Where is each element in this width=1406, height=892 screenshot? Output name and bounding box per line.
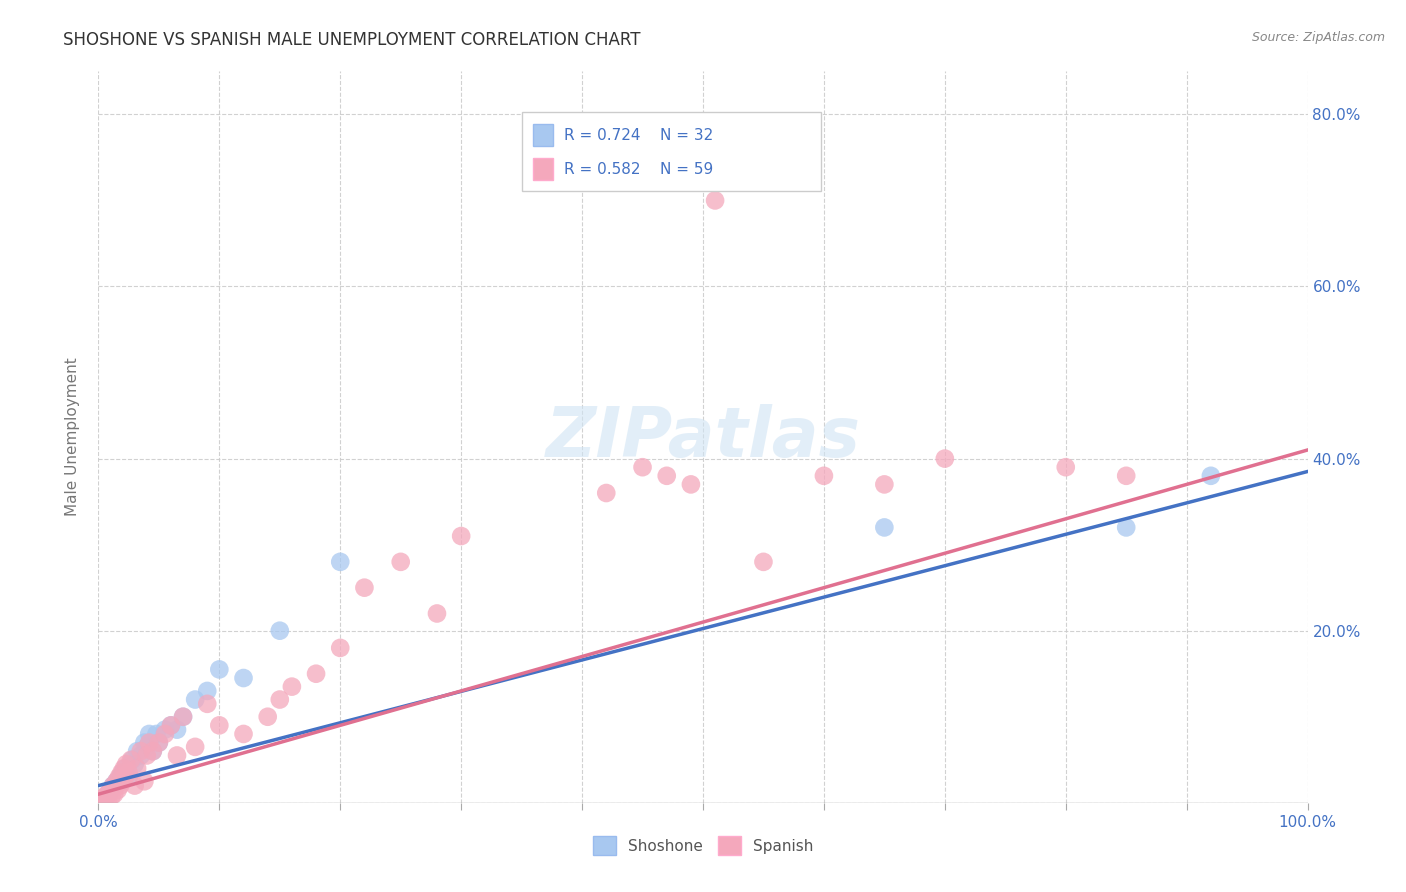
Point: [138, 735, 160, 749]
Point: [595, 486, 617, 500]
Point: [353, 581, 375, 595]
Point: [1199, 468, 1222, 483]
Point: [148, 735, 170, 749]
Y-axis label: Male Unemployment: Male Unemployment: [65, 358, 80, 516]
Point: [135, 739, 157, 754]
Point: [166, 723, 188, 737]
Point: [1115, 468, 1137, 483]
Point: [108, 770, 131, 784]
Point: [115, 757, 138, 772]
Point: [129, 748, 152, 763]
Point: [108, 770, 131, 784]
Point: [105, 774, 128, 789]
Point: [679, 477, 702, 491]
Point: [195, 684, 218, 698]
Point: [305, 666, 328, 681]
Point: [103, 787, 125, 801]
Text: R = 0.724    N = 32: R = 0.724 N = 32: [564, 128, 713, 143]
Point: [121, 753, 143, 767]
Point: [135, 748, 157, 763]
Point: [124, 757, 146, 772]
Point: [111, 774, 134, 789]
Point: [108, 779, 131, 793]
Point: [124, 779, 146, 793]
Point: [1054, 460, 1077, 475]
Point: [93, 791, 115, 805]
Text: SHOSHONE VS SPANISH MALE UNEMPLOYMENT CORRELATION CHART: SHOSHONE VS SPANISH MALE UNEMPLOYMENT CO…: [63, 31, 641, 49]
Point: [127, 761, 149, 775]
Point: [256, 710, 278, 724]
Point: [100, 783, 122, 797]
Point: [118, 770, 141, 784]
Point: [329, 640, 352, 655]
Point: [105, 774, 128, 789]
Point: [172, 710, 194, 724]
Point: [118, 765, 141, 780]
Point: [104, 780, 127, 795]
Point: [184, 692, 207, 706]
Point: [160, 718, 183, 732]
Point: [655, 468, 678, 483]
Point: [100, 789, 122, 803]
Point: [631, 460, 654, 475]
Point: [1115, 520, 1137, 534]
Point: [148, 735, 170, 749]
Point: [329, 555, 352, 569]
Point: [160, 718, 183, 732]
Point: [873, 520, 896, 534]
Point: [873, 477, 896, 491]
Point: [93, 790, 115, 805]
Point: [172, 710, 194, 724]
Point: [269, 692, 291, 706]
Point: [100, 783, 122, 797]
Point: [142, 744, 165, 758]
Point: [232, 727, 254, 741]
Point: [704, 194, 727, 208]
Point: [281, 680, 304, 694]
Point: [195, 697, 218, 711]
Legend: Shoshone, Spanish: Shoshone, Spanish: [586, 830, 820, 861]
Text: Source: ZipAtlas.com: Source: ZipAtlas.com: [1251, 31, 1385, 45]
Point: [114, 770, 136, 784]
Point: [450, 529, 472, 543]
Text: ZIPatlas: ZIPatlas: [546, 403, 860, 471]
Point: [101, 779, 124, 793]
Point: [98, 785, 121, 799]
Point: [96, 787, 118, 801]
Point: [166, 748, 188, 763]
Point: [97, 787, 120, 801]
Point: [94, 789, 117, 803]
Point: [138, 727, 160, 741]
Point: [107, 783, 129, 797]
Point: [269, 624, 291, 638]
Point: [934, 451, 956, 466]
Point: [120, 753, 142, 767]
Point: [90, 794, 112, 808]
Point: [129, 744, 152, 758]
Point: [134, 735, 156, 749]
Point: [426, 607, 449, 621]
Point: [153, 723, 176, 737]
Point: [142, 744, 165, 758]
Point: [101, 779, 124, 793]
Point: [752, 555, 775, 569]
Point: [97, 791, 120, 805]
Point: [110, 765, 132, 780]
Point: [127, 744, 149, 758]
Point: [208, 662, 231, 676]
Point: [111, 765, 134, 780]
Point: [208, 718, 231, 732]
Point: [145, 727, 167, 741]
Point: [114, 761, 136, 775]
Text: R = 0.582    N = 59: R = 0.582 N = 59: [564, 162, 713, 177]
Point: [153, 727, 176, 741]
Point: [232, 671, 254, 685]
Point: [134, 774, 156, 789]
Point: [112, 761, 135, 775]
Point: [389, 555, 412, 569]
Point: [184, 739, 207, 754]
Point: [91, 792, 114, 806]
Point: [813, 468, 835, 483]
